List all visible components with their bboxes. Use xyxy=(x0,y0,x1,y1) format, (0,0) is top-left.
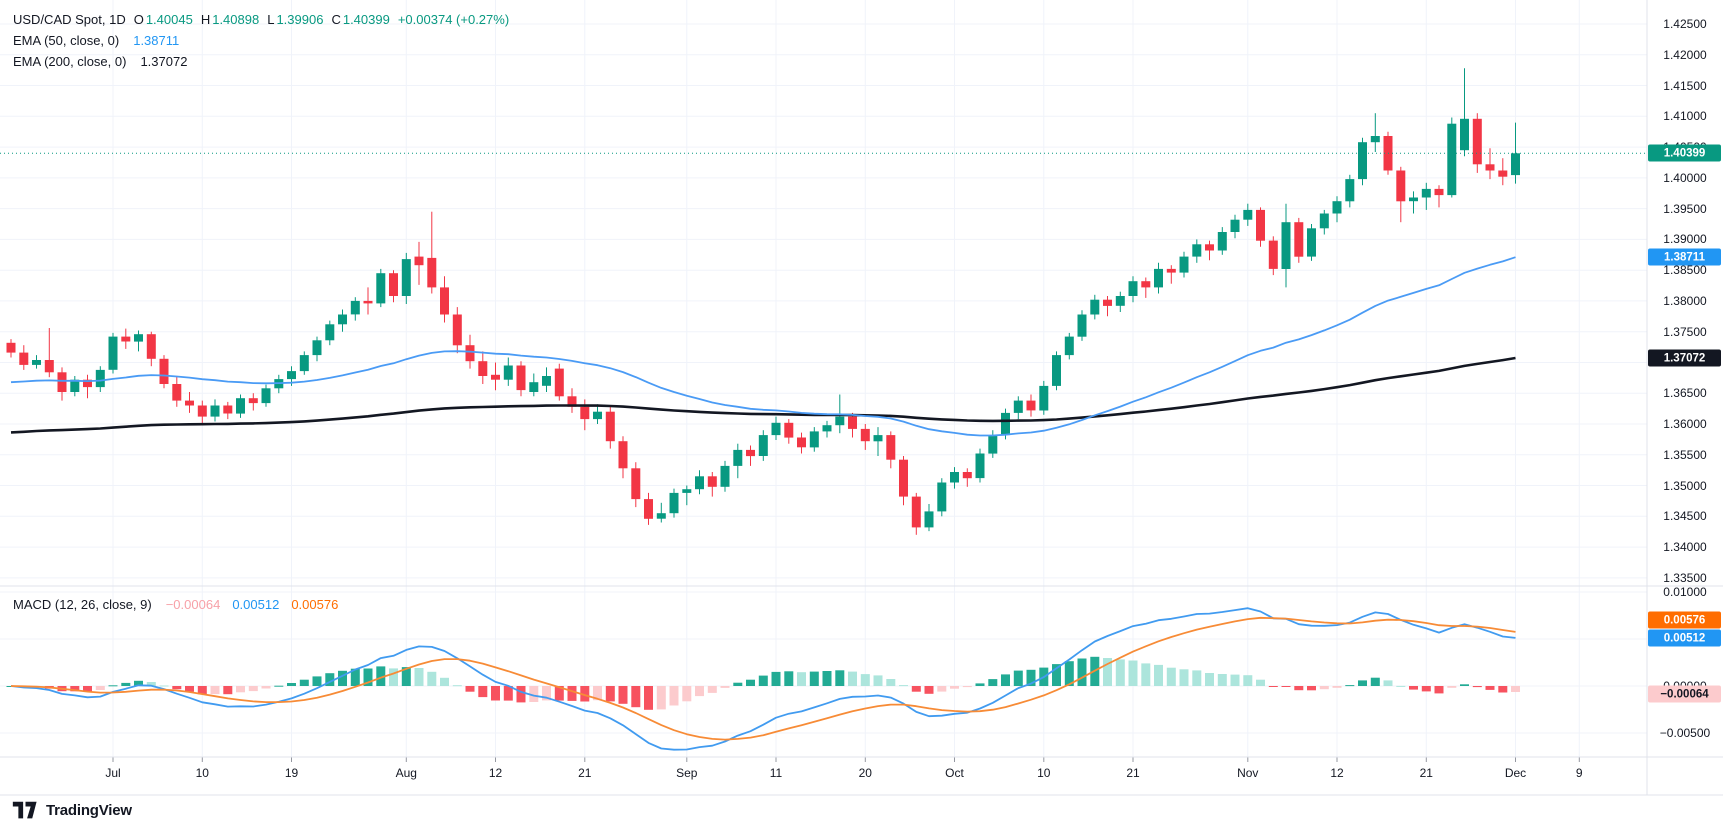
price-axis-label: 1.36500 xyxy=(1663,386,1707,401)
time-axis-label: 11 xyxy=(769,766,783,780)
time-axis-label: Oct xyxy=(945,766,964,780)
time-axis-label: 20 xyxy=(858,766,872,780)
time-axis-label: 12 xyxy=(488,766,503,780)
price-axis-label: 1.38500 xyxy=(1663,263,1707,278)
ema200-badge: 1.37072 xyxy=(1648,349,1721,367)
symbol-title[interactable]: USD/CAD Spot, 1D xyxy=(13,12,126,27)
time-axis-label: 9 xyxy=(1575,766,1583,780)
close-value: 1.40399 xyxy=(342,12,390,27)
ohlc-open: O 1.40045 xyxy=(134,12,193,27)
price-axis-label: 1.42500 xyxy=(1663,17,1707,31)
macd-hist-value: −0.00064 xyxy=(165,597,221,612)
time-axis-label: 21 xyxy=(1126,766,1140,780)
price-axis-label: 1.37500 xyxy=(1663,324,1707,339)
macd-hist-badge: −0.00064 xyxy=(1648,685,1721,703)
macd-label: MACD (12, 26, close, 9) xyxy=(13,597,152,612)
time-axis-label: Nov xyxy=(1237,766,1259,780)
ohlc-low: L 1.39906 xyxy=(267,12,323,27)
ohlc-close: C 1.40399 xyxy=(331,12,389,27)
price-axis-label: 1.38000 xyxy=(1663,293,1707,308)
time-axis-label: Dec xyxy=(1504,766,1527,780)
macd-signal-value: 0.00576 xyxy=(291,597,339,612)
price-axis-label: 1.35500 xyxy=(1663,447,1707,462)
price-axis-label: 1.40000 xyxy=(1663,170,1707,185)
tradingview-logo-icon xyxy=(12,801,37,819)
price-axis-label: 1.42000 xyxy=(1663,47,1707,62)
low-label: L xyxy=(267,12,275,27)
macd-line-value: 0.00512 xyxy=(232,597,280,612)
time-axis-label: Aug xyxy=(395,766,417,780)
open-value: 1.40045 xyxy=(145,12,193,27)
time-axis-label: 12 xyxy=(1330,766,1344,780)
time-axis-label: Sep xyxy=(676,766,698,780)
tradingview-logo-text: TradingView xyxy=(46,802,132,819)
macd-line-badge: 0.00512 xyxy=(1648,629,1721,647)
ema50-label: EMA (50, close, 0) xyxy=(13,33,120,48)
symbol-legend: USD/CAD Spot, 1D O 1.40045 H 1.40898 L 1.39… xyxy=(13,12,509,27)
time-axis-label: 21 xyxy=(1419,766,1433,780)
time-axis-label: 10 xyxy=(195,766,209,780)
price-axis-label: 1.34000 xyxy=(1663,540,1707,555)
price-axis-label: 1.33500 xyxy=(1663,570,1707,585)
ema200-label: EMA (200, close, 0) xyxy=(13,54,127,69)
macd-legend[interactable]: MACD (12, 26, close, 9) −0.00064 0.00512… xyxy=(13,597,338,612)
price-axis-label: 1.41000 xyxy=(1663,109,1707,124)
time-axis-label: Jul xyxy=(105,766,121,780)
macd-axis-label: −0.00500 xyxy=(1659,726,1711,740)
ema50-value: 1.38711 xyxy=(133,33,180,48)
macd-axis-label: 0.01000 xyxy=(1663,585,1707,599)
price-axis-label: 1.36000 xyxy=(1663,417,1707,431)
high-label: H xyxy=(200,12,211,27)
time-axis-label: 10 xyxy=(1037,766,1051,780)
time-axis-label: 19 xyxy=(284,766,299,780)
price-axis-label: 1.41500 xyxy=(1663,78,1707,93)
ohlc-high: H 1.40898 xyxy=(201,12,259,27)
open-label: O xyxy=(133,12,144,27)
time-axis-label: 21 xyxy=(578,766,592,780)
price-axis-label: 1.39000 xyxy=(1663,232,1707,247)
price-axis-label: 1.35000 xyxy=(1663,478,1707,493)
close-label: C xyxy=(331,12,341,27)
ema200-value: 1.37072 xyxy=(140,54,188,69)
high-value: 1.40898 xyxy=(212,12,260,27)
price-axis-label: 1.34500 xyxy=(1663,509,1707,524)
ema50-badge: 1.38711 xyxy=(1648,248,1721,266)
last-price-badge: 1.40399 xyxy=(1648,144,1721,162)
low-value: 1.39906 xyxy=(276,12,324,27)
macd-signal-badge: 0.00576 xyxy=(1648,611,1721,629)
price-axis-label: 1.39500 xyxy=(1663,201,1707,216)
tradingview-logo[interactable]: TradingView xyxy=(12,801,132,820)
change-value: +0.00374 (+0.27%) xyxy=(397,12,510,27)
ema50-legend[interactable]: EMA (50, close, 0) 1.38711 xyxy=(13,33,179,48)
ema200-legend[interactable]: EMA (200, close, 0) 1.37072 xyxy=(13,54,187,69)
